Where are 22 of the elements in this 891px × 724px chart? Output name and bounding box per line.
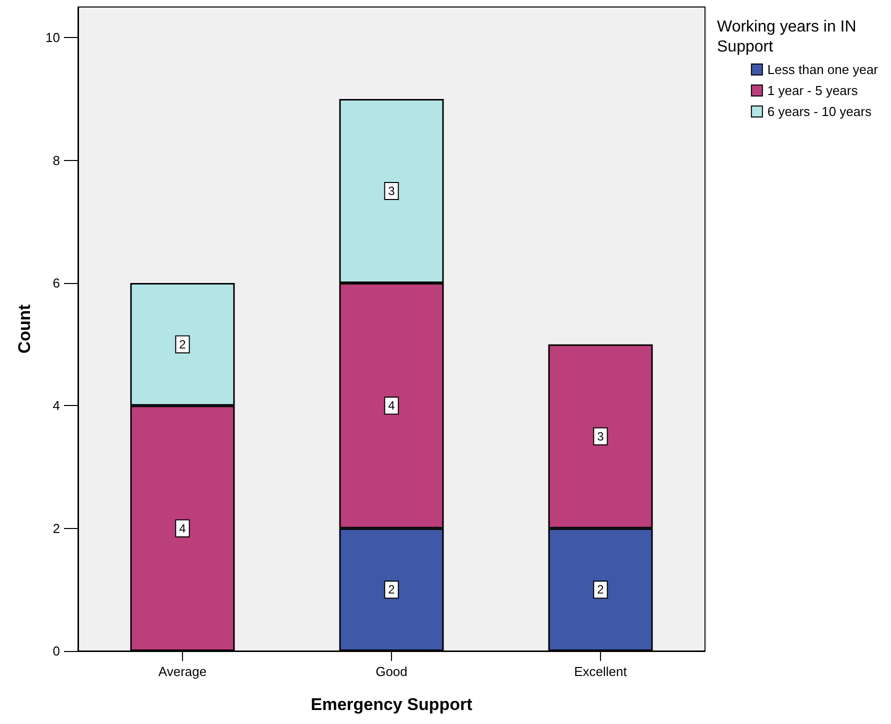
y-tick-label: 10 [46,30,60,46]
legend-label: Less than one year [767,62,879,77]
data-label: 3 [388,184,396,198]
data-label: 4 [179,521,186,536]
x-tick-label: Average [158,664,207,679]
data-label: 2 [179,337,186,352]
data-label: 3 [597,429,604,444]
legend-title: Working years in IN Support [717,18,861,56]
y-tick-label: 0 [52,644,60,658]
y-tick-label: 6 [52,276,60,290]
x-tick-label: Excellent [574,664,628,679]
x-tick-label: Good [376,664,408,679]
data-label: 2 [597,582,604,597]
y-axis-title: Count [15,304,34,354]
legend-label: 6 years - 10 years [767,104,872,119]
y-tick-label: 8 [52,152,60,168]
data-label: 4 [388,398,396,413]
data-label: 2 [388,582,396,597]
x-axis-title: Emergency Support [310,695,473,714]
legend-label: 1 year - 5 years [767,83,858,98]
y-tick-label: 4 [52,398,60,414]
y-tick-label: 2 [52,520,60,536]
